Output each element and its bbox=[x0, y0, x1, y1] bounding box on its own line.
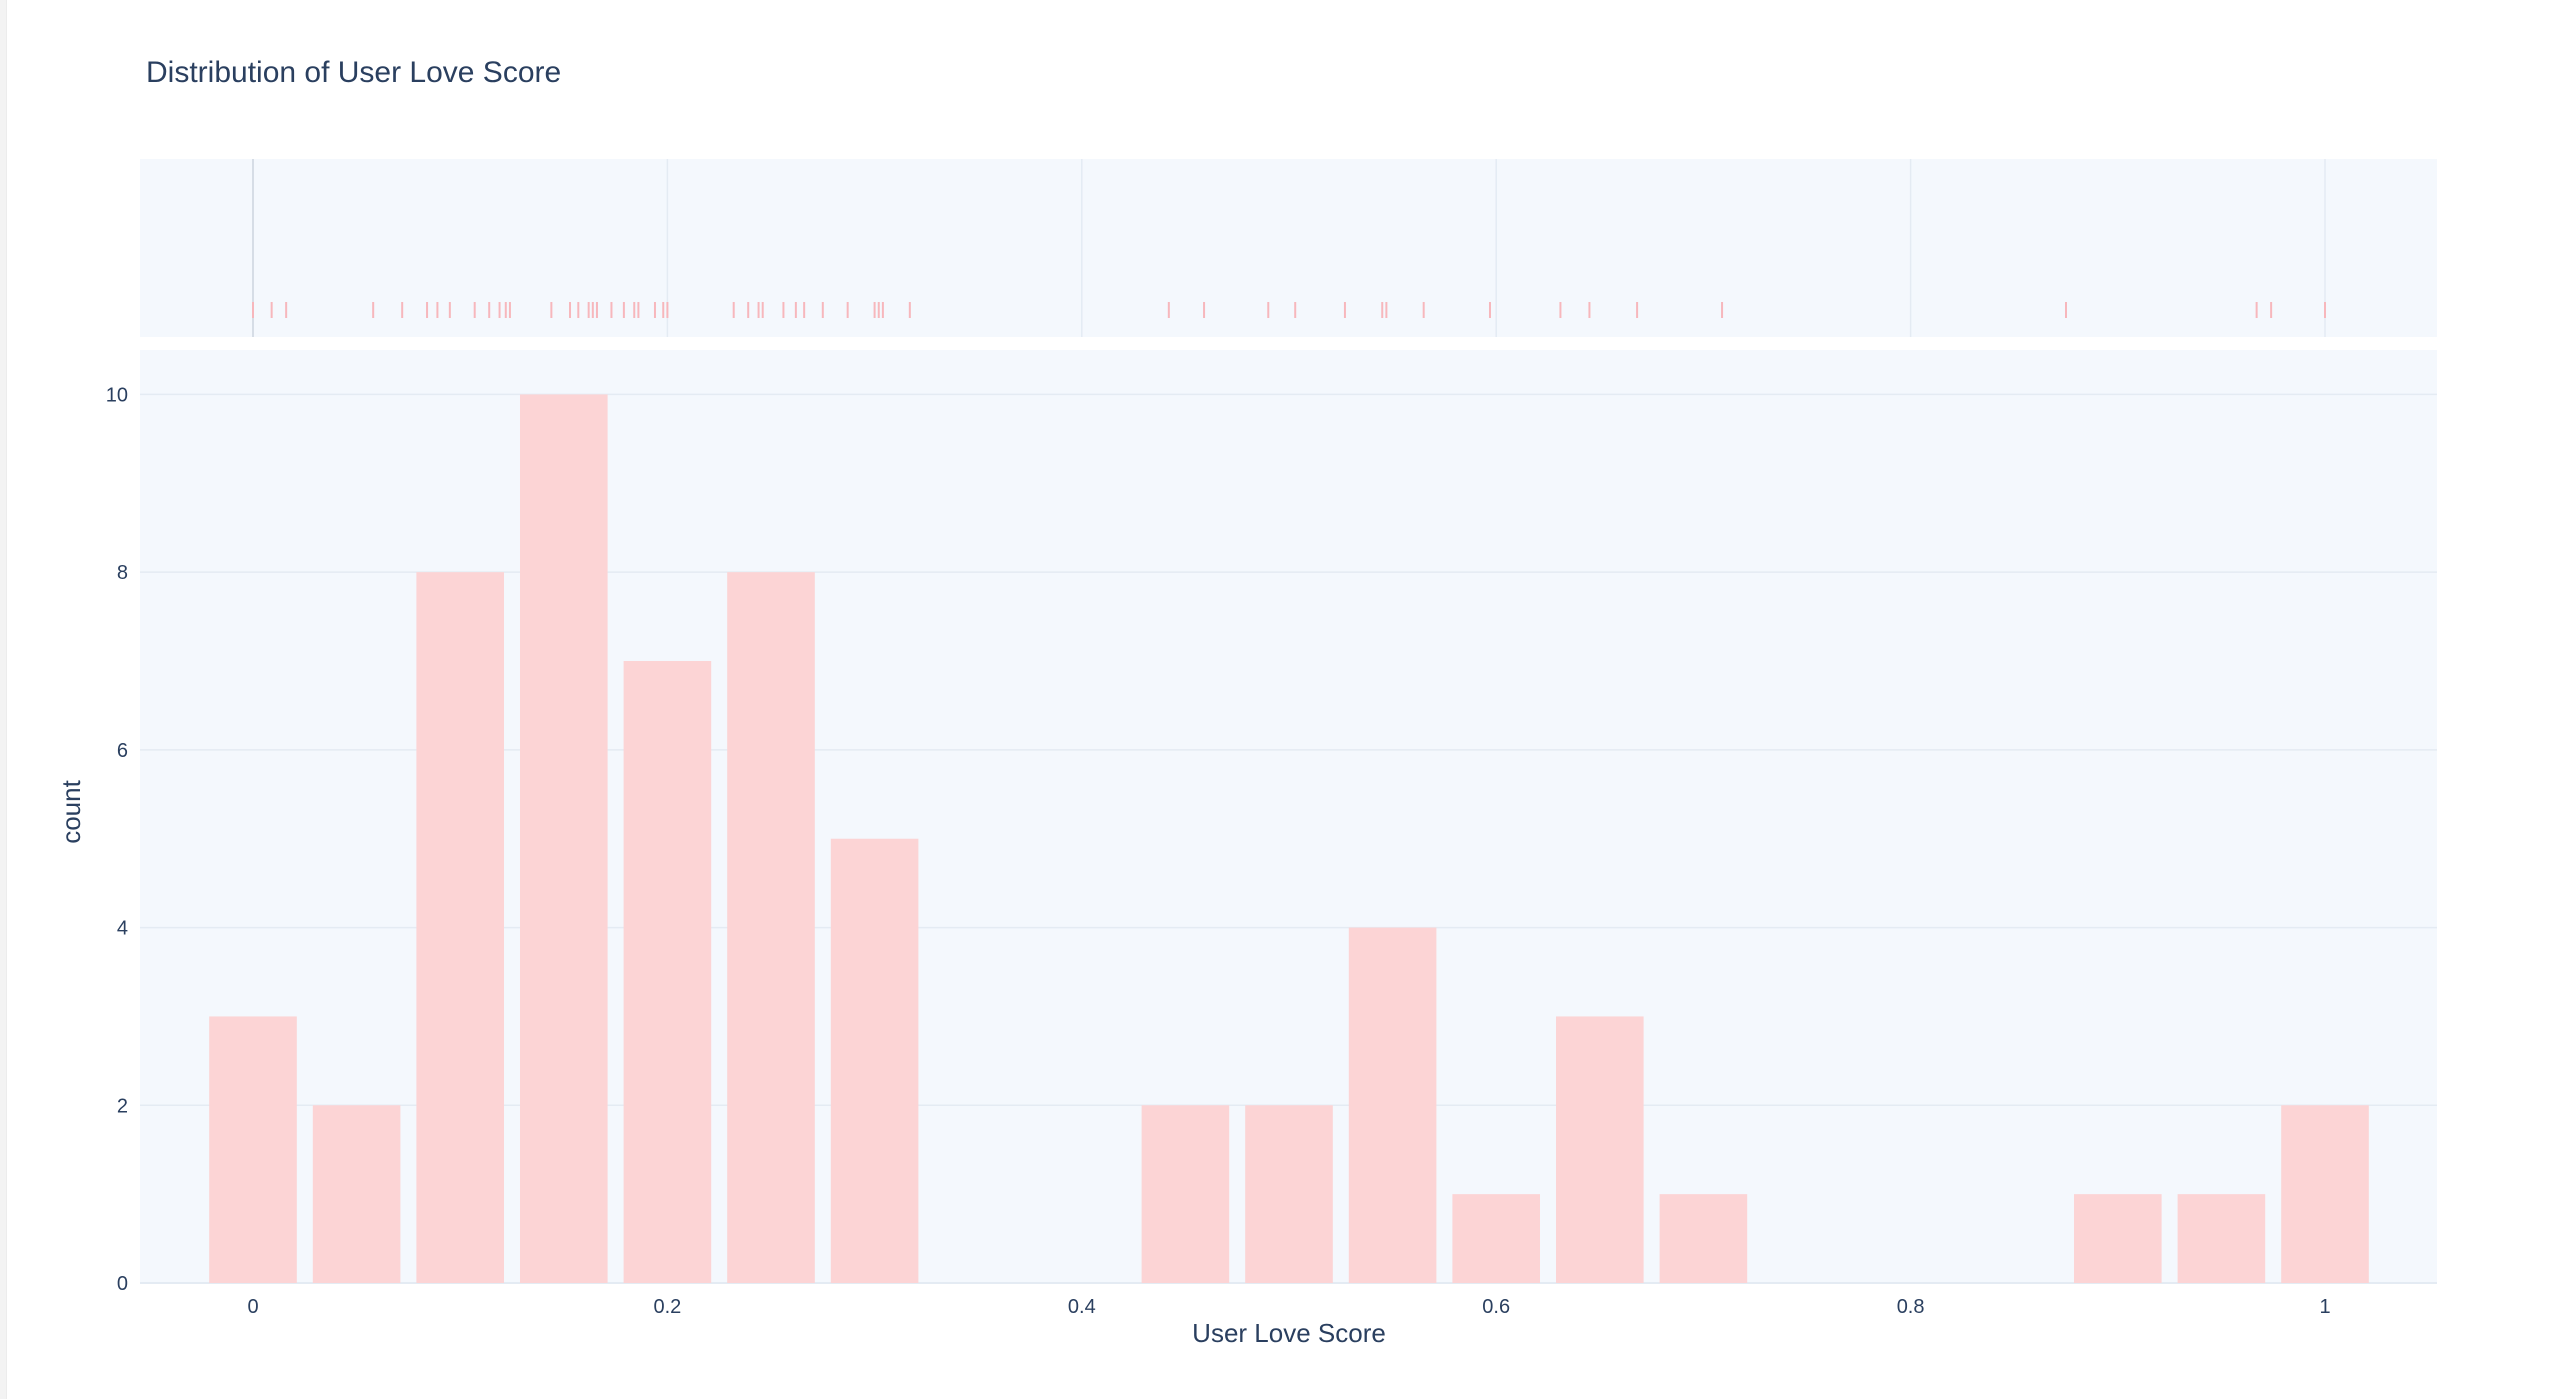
histogram-bar bbox=[1141, 1105, 1230, 1283]
histogram-bar bbox=[1659, 1194, 1748, 1283]
histogram-bar bbox=[727, 572, 815, 1283]
rug-plot-gridlines bbox=[252, 159, 2326, 337]
x-tick-label: 0.8 bbox=[1897, 1296, 1925, 1318]
histogram-bar bbox=[416, 572, 504, 1283]
y-axis-tick-labels: 0 2 4 6 8 10 bbox=[106, 384, 128, 1295]
histogram-bar bbox=[1556, 1016, 1644, 1283]
histogram-panel: 0 0.2 0.4 0.6 0.8 1 0 2 4 6 8 10 bbox=[106, 350, 2437, 1318]
y-tick-label: 6 bbox=[117, 740, 128, 762]
histogram-bar bbox=[830, 838, 919, 1283]
histogram-bar bbox=[623, 661, 712, 1283]
histogram-bar bbox=[2281, 1105, 2369, 1283]
page-left-edge bbox=[0, 0, 7, 1399]
histogram-bar bbox=[209, 1016, 297, 1283]
histogram-bar bbox=[2177, 1194, 2266, 1283]
histogram-bar bbox=[312, 1105, 401, 1283]
y-tick-label: 2 bbox=[117, 1095, 128, 1117]
histogram-bars bbox=[209, 394, 2369, 1283]
histogram-bar bbox=[1348, 927, 1437, 1283]
histogram-bar bbox=[2074, 1194, 2162, 1283]
x-tick-label: 0 bbox=[247, 1296, 258, 1318]
chart-title: Distribution of User Love Score bbox=[146, 56, 561, 89]
rug-marks bbox=[252, 302, 2326, 318]
y-tick-label: 4 bbox=[117, 918, 128, 940]
x-tick-label: 0.2 bbox=[653, 1296, 681, 1318]
y-tick-label: 8 bbox=[117, 562, 128, 584]
histogram-bar bbox=[520, 394, 608, 1283]
x-axis-tick-labels: 0 0.2 0.4 0.6 0.8 1 bbox=[247, 1296, 2330, 1318]
rug-plot-panel bbox=[140, 159, 2437, 337]
histogram-bar bbox=[1452, 1194, 1540, 1283]
x-tick-label: 0.4 bbox=[1068, 1296, 1096, 1318]
y-tick-label: 10 bbox=[106, 384, 128, 406]
y-axis-title: count bbox=[56, 779, 86, 843]
y-tick-label: 0 bbox=[117, 1273, 128, 1295]
histogram-bar bbox=[1245, 1105, 1333, 1283]
x-tick-label: 1 bbox=[2319, 1296, 2330, 1318]
rug-plot-background bbox=[140, 159, 2437, 337]
x-tick-label: 0.6 bbox=[1482, 1296, 1510, 1318]
x-axis-title: User Love Score bbox=[1192, 1318, 1386, 1348]
